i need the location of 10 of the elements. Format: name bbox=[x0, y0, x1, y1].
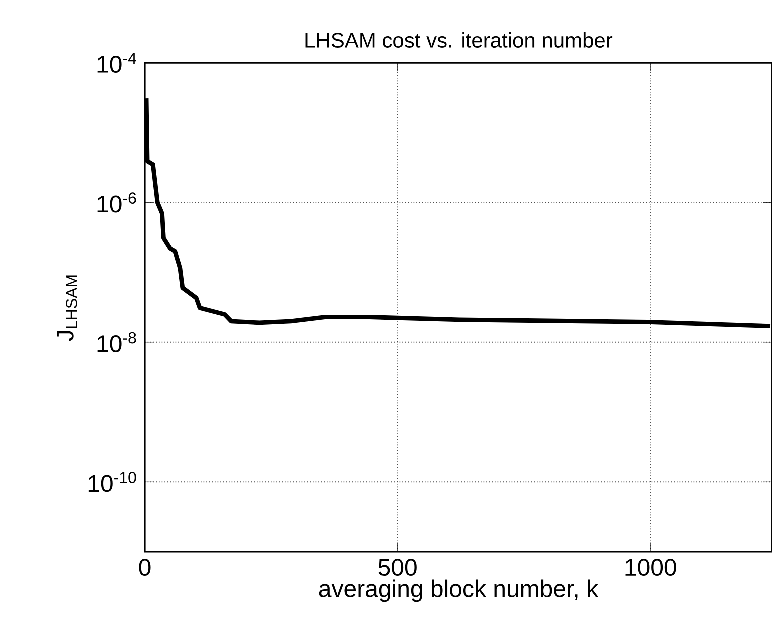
y-axis-title: J$_{LHSAM}$ bbox=[57, 276, 78, 342]
x-tick-label: 1000 bbox=[626, 559, 676, 576]
y-tick-label: 10$^{-8}$ bbox=[98, 332, 136, 352]
y-tick-label: 10$^{-10}$ bbox=[88, 472, 136, 492]
x-tick-label: 500 bbox=[378, 559, 417, 576]
chart-title: LHSAM cost vs. iteration number bbox=[306, 32, 613, 48]
y-tick-label: 10$^{-4}$ bbox=[98, 53, 136, 73]
x-axis-title: averaging block number, k bbox=[319, 580, 599, 602]
x-tick-label: 0 bbox=[139, 559, 151, 576]
y-tick-label: 10$^{-6}$ bbox=[98, 192, 136, 213]
